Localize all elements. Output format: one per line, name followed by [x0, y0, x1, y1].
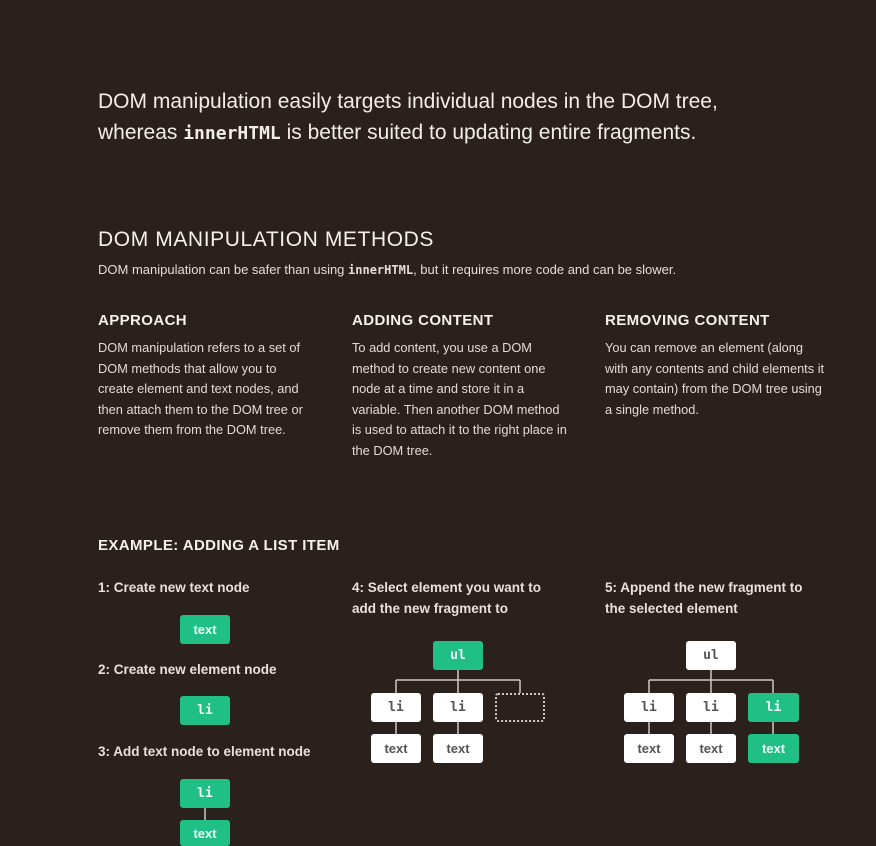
li-node: li: [433, 693, 483, 722]
inline-code: innerHTML: [348, 263, 414, 277]
step-4-label: 4: Select element you want to add the ne…: [352, 580, 542, 616]
ul-node-selected: ul: [433, 641, 483, 670]
li-node: li: [686, 693, 736, 722]
step-1-label: 1: Create new text node: [98, 580, 250, 595]
example-title: EXAMPLE: ADDING A LIST ITEM: [98, 537, 340, 554]
empty-slot-placeholder: [495, 693, 545, 722]
subtitle-text: DOM manipulation can be safer than using: [98, 262, 349, 277]
appended-li-node: li: [748, 693, 799, 722]
inline-code: innerHTML: [183, 123, 281, 144]
text-node: text: [624, 734, 674, 763]
lead-text: whereas: [98, 121, 184, 144]
appended-text-node: text: [748, 734, 799, 763]
li-node: li: [371, 693, 421, 722]
approach-body: DOM manipulation refers to a set of DOM …: [98, 340, 303, 437]
new-li-node: li: [180, 696, 230, 725]
lead-line-2: whereas innerHTML is better suited to up…: [98, 117, 818, 149]
text-child-node: text: [180, 820, 230, 846]
step-5-label: 5: Append the new fragment to the select…: [605, 580, 803, 616]
li-element-node: li: [180, 779, 230, 808]
text-node: text: [686, 734, 736, 763]
approach-heading: APPROACH: [98, 312, 188, 329]
li-node: li: [624, 693, 674, 722]
new-text-node: text: [180, 615, 230, 644]
subtitle-text: , but it requires more code and can be s…: [413, 262, 677, 277]
section-title: DOM MANIPULATION METHODS: [98, 228, 435, 251]
step-2-label: 2: Create new element node: [98, 662, 277, 677]
adding-content-body: To add content, you use a DOM method to …: [352, 340, 567, 458]
removing-content-body: You can remove an element (along with an…: [605, 340, 825, 417]
section-subtitle: DOM manipulation can be safer than using…: [98, 262, 676, 277]
step-3-label: 3: Add text node to element node: [98, 744, 311, 759]
lead-text: is better suited to updating entire frag…: [280, 121, 697, 144]
ul-node: ul: [686, 641, 736, 670]
lead-paragraph: DOM manipulation easily targets individu…: [98, 86, 818, 149]
adding-content-heading: ADDING CONTENT: [352, 312, 494, 329]
text-node: text: [433, 734, 483, 763]
lead-line-1: DOM manipulation easily targets individu…: [98, 90, 718, 113]
text-node: text: [371, 734, 421, 763]
removing-content-heading: REMOVING CONTENT: [605, 312, 770, 329]
